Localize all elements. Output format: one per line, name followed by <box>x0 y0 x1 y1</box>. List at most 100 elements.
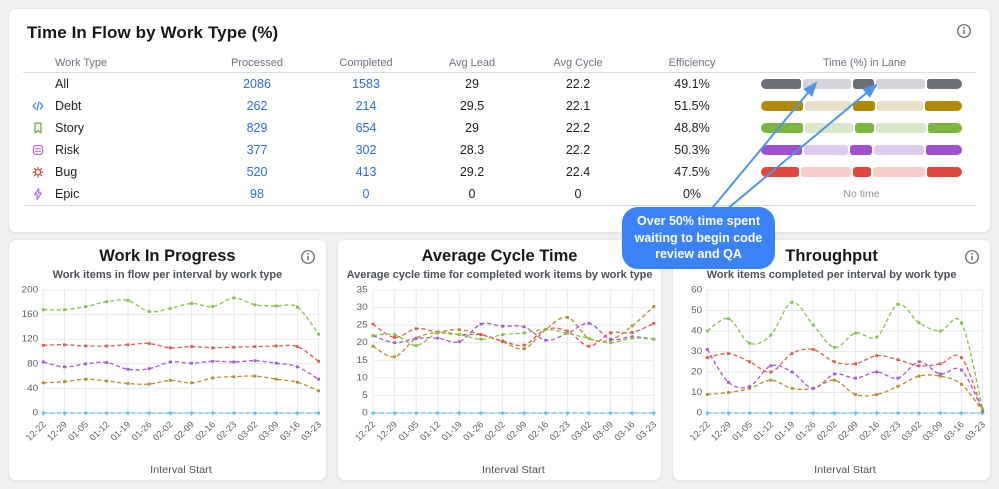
time-in-lane-bar <box>753 167 976 177</box>
throughput-card: Throughput Work items completed per inte… <box>672 239 991 481</box>
completed-link[interactable]: 302 <box>355 143 377 157</box>
completed-value: 413 <box>313 165 419 179</box>
chart-title: Work In Progress <box>99 247 236 265</box>
completed-link[interactable]: 1583 <box>352 77 380 91</box>
avg-cycle-value: 22.2 <box>565 77 591 91</box>
info-icon[interactable] <box>964 249 980 265</box>
annotation-callout: Over 50% time spent waiting to begin cod… <box>622 207 775 269</box>
bug-icon <box>23 165 53 179</box>
completed-value: 1583 <box>313 77 419 91</box>
x-axis-label: Interval Start <box>814 464 876 476</box>
info-icon[interactable] <box>956 23 972 39</box>
bolt-icon <box>23 187 53 201</box>
efficiency-value: 50.3% <box>674 143 710 157</box>
x-tick-label: 03-02 <box>900 419 924 442</box>
x-tick-label: 02-02 <box>151 419 175 442</box>
svg-text:0: 0 <box>697 408 702 419</box>
completed-value: 654 <box>313 121 419 135</box>
svg-text:160: 160 <box>22 309 38 320</box>
chart-subtitle: Work items in flow per interval by work … <box>52 269 283 281</box>
lane-segment-light <box>802 79 851 89</box>
table-row-risk: Risk 377 302 28.3 22.2 50.3% <box>23 139 976 161</box>
x-tick-label: 03-23 <box>299 419 323 442</box>
work-type-label: Story <box>55 121 85 135</box>
efficiency-value: 0% <box>682 187 702 201</box>
completed-link[interactable]: 0 <box>362 187 370 201</box>
note-icon <box>23 143 53 157</box>
lane-segment-dark <box>852 167 872 177</box>
x-tick-label: 02-09 <box>172 419 196 442</box>
col-work-type: Work Type <box>55 56 108 69</box>
efficiency-value: 47.5% <box>674 165 710 179</box>
processed-link[interactable]: 377 <box>246 143 268 157</box>
x-tick-label: 03-09 <box>591 420 616 443</box>
x-tick-label: 01-12 <box>418 420 443 443</box>
time-in-flow-panel: Time In Flow by Work Type (%) Work Type … <box>8 8 991 233</box>
x-tick-label: 02-16 <box>193 419 217 442</box>
avg-lead-value: 29 <box>465 121 479 135</box>
x-tick-label: 12-22 <box>353 420 378 443</box>
lane-segment-light <box>874 145 925 155</box>
lane-segment-light <box>805 101 851 111</box>
x-tick-label: 02-09 <box>504 420 529 443</box>
lane-segment-light <box>803 145 848 155</box>
x-tick-label: 02-23 <box>879 419 903 442</box>
svg-text:25: 25 <box>356 320 368 331</box>
table-row-debt: Debt 262 214 29.5 22.1 51.5% <box>23 95 976 117</box>
processed-value: 520 <box>201 165 313 179</box>
x-tick-label: 01-26 <box>130 419 154 442</box>
processed-link[interactable]: 520 <box>246 165 268 179</box>
avg-cycle-value: 22.4 <box>565 165 591 179</box>
completed-link[interactable]: 654 <box>355 121 377 135</box>
svg-text:0: 0 <box>362 408 368 419</box>
time-in-lane-bar <box>753 145 976 155</box>
throughput-chart: 0 10 20 30 40 50 60 12-2212-2901-0501-1201-1901… <box>688 285 987 476</box>
info-icon[interactable] <box>300 249 316 265</box>
col-completed: Completed <box>339 56 393 69</box>
work-type-label: Risk <box>55 143 80 157</box>
avg-lead-value: 0 <box>468 187 476 201</box>
svg-text:10: 10 <box>356 373 368 384</box>
time-in-lane-bar: No time <box>753 188 976 200</box>
svg-text:40: 40 <box>691 326 702 337</box>
x-tick-label: 01-05 <box>730 419 754 442</box>
lane-segment-dark <box>761 123 803 133</box>
table-row-all: All 2086 1583 29 22.2 49.1% <box>23 73 976 95</box>
completed-value: 214 <box>313 99 419 113</box>
processed-value: 377 <box>201 143 313 157</box>
svg-text:20: 20 <box>691 367 702 378</box>
x-tick-label: 03-16 <box>612 420 637 443</box>
lane-segment-dark <box>852 101 875 111</box>
efficiency-value: 48.8% <box>674 121 710 135</box>
completed-link[interactable]: 413 <box>355 165 377 179</box>
chart-title: Throughput <box>785 247 878 265</box>
completed-link[interactable]: 214 <box>355 99 377 113</box>
processed-link[interactable]: 262 <box>246 99 268 113</box>
svg-text:120: 120 <box>22 334 38 345</box>
processed-value: 262 <box>201 99 313 113</box>
avg-lead-value: 29 <box>465 77 479 91</box>
processed-link[interactable]: 98 <box>250 187 264 201</box>
x-tick-label: 02-09 <box>836 419 860 442</box>
x-tick-label: 02-16 <box>857 419 881 442</box>
processed-value: 2086 <box>201 77 313 91</box>
x-tick-label: 03-16 <box>278 419 302 442</box>
x-tick-label: 01-19 <box>439 420 464 443</box>
x-tick-label: 03-23 <box>634 420 659 443</box>
processed-link[interactable]: 2086 <box>243 77 271 91</box>
svg-text:0: 0 <box>33 408 38 419</box>
table-row-bug: Bug 520 413 29.2 22.4 47.5% <box>23 161 976 183</box>
x-tick-label: 03-02 <box>569 420 594 443</box>
x-tick-label: 01-26 <box>461 420 486 443</box>
x-tick-label: 02-02 <box>483 420 508 443</box>
lane-segment-dark <box>927 79 962 89</box>
panel-title: Time In Flow by Work Type (%) <box>27 23 279 42</box>
x-tick-label: 01-12 <box>751 419 775 442</box>
x-tick-label: 12-22 <box>688 419 712 442</box>
work-type-label: Debt <box>55 99 82 113</box>
x-tick-label: 12-29 <box>45 419 69 442</box>
avg-cycle-value: 22.2 <box>565 143 591 157</box>
lane-segment-light <box>804 123 853 133</box>
processed-link[interactable]: 829 <box>246 121 268 135</box>
svg-text:50: 50 <box>691 305 702 316</box>
